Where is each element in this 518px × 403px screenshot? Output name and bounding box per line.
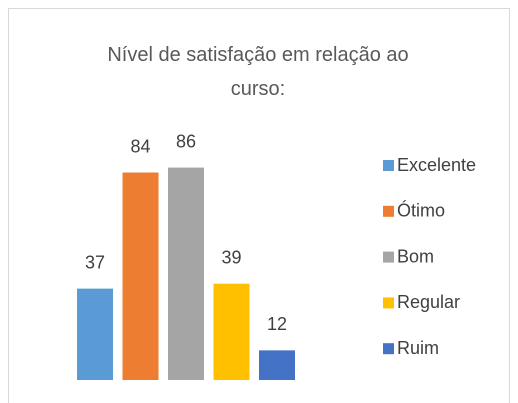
bar xyxy=(168,167,204,380)
legend-swatch xyxy=(383,251,394,263)
chart-title: Nível de satisfação em relação ao curso: xyxy=(107,44,409,100)
legend-swatch xyxy=(383,205,394,217)
data-label: 86 xyxy=(176,131,196,151)
bar xyxy=(77,288,113,380)
legend-label: Excelente xyxy=(397,155,476,175)
data-label: 39 xyxy=(221,247,241,267)
bar xyxy=(259,350,295,380)
legend-swatch xyxy=(383,343,394,355)
legend-label: Regular xyxy=(397,292,460,312)
legend-label: Ótimo xyxy=(397,200,445,221)
legend-swatch xyxy=(383,160,394,171)
legend-label: Ruim xyxy=(397,338,439,358)
chart-border xyxy=(8,8,510,403)
legend-label: Bom xyxy=(397,246,434,266)
legend-swatch xyxy=(383,297,394,309)
data-label: 12 xyxy=(267,314,287,334)
data-label: 37 xyxy=(85,252,105,272)
data-label: 84 xyxy=(130,136,150,156)
bar xyxy=(213,283,250,380)
bar xyxy=(122,172,159,380)
